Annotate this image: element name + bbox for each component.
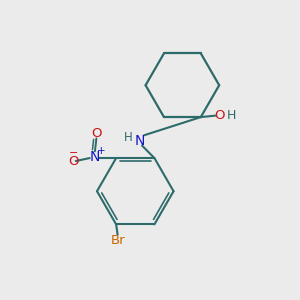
Text: N: N — [134, 134, 145, 148]
Text: O: O — [215, 109, 225, 122]
Text: H: H — [124, 131, 133, 144]
Text: N: N — [90, 150, 100, 164]
Text: −: − — [69, 148, 78, 158]
Text: Br: Br — [110, 234, 125, 247]
Text: H: H — [227, 109, 236, 122]
Text: O: O — [91, 127, 102, 140]
Text: O: O — [68, 154, 79, 167]
Text: +: + — [97, 146, 106, 156]
